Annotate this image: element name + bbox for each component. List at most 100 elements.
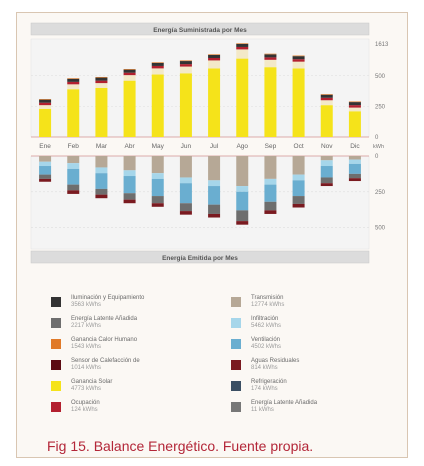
- bar-supplied-ocupación: [236, 46, 249, 50]
- bar-supplied-energía-latente-añadida: [95, 83, 108, 88]
- legend-text: Ventilación 4502 kWhs: [251, 337, 281, 351]
- bar-emitted-ventilación: [179, 183, 192, 204]
- legend-value: 5462 kWhs: [251, 323, 282, 329]
- bar-supplied-iluminación-y-equipamiento: [179, 61, 192, 65]
- bar-supplied-ocupación: [123, 72, 136, 76]
- legend-name: Aguas Residuales: [251, 358, 300, 364]
- bar-emitted-transmisión: [179, 156, 192, 178]
- bar-emitted-aguas-residuales: [67, 190, 80, 194]
- bar-supplied-iluminación-y-equipamiento: [236, 43, 249, 47]
- bar-supplied-energía-latente-añadida: [179, 66, 192, 74]
- bar-supplied-ocupación: [208, 57, 221, 61]
- bar-emitted-energía-latente-añadida: [320, 177, 333, 184]
- bar-supplied-energía-latente-añadida: [39, 105, 52, 109]
- bar-emitted-ventilación: [39, 166, 52, 175]
- bar-supplied-energía-latente-añadida: [348, 107, 361, 112]
- legend-text: Energía Latente Añadida 2217 kWhs: [71, 316, 137, 330]
- legend-text: Sensor de Calefacción de 1014 kWhs: [71, 358, 140, 372]
- bar-supplied-ganancia-calor-humano: [95, 76, 108, 78]
- y-tick-label-top: 0: [375, 135, 379, 141]
- bar-emitted-energía-latente-añadida: [123, 193, 136, 200]
- x-tick-label: Ene: [39, 143, 51, 150]
- x-tick-label: May: [152, 143, 165, 150]
- bar-supplied-ganancia-calor-humano: [292, 55, 305, 57]
- bar-supplied-ganancia-calor-humano: [208, 54, 221, 55]
- bar-emitted-ventilación: [95, 173, 108, 189]
- bar-emitted-energía-latente-añadida: [151, 196, 164, 204]
- legend-swatch: [231, 402, 241, 412]
- legend-text: Ganancia Calor Humano 1543 kWhs: [71, 337, 137, 351]
- bar-supplied-energía-latente-añadida: [292, 61, 305, 69]
- bar-supplied-ganancia-solar: [348, 111, 361, 137]
- bar-emitted-aguas-residuales: [320, 183, 333, 187]
- bar-emitted-aguas-residuales: [95, 194, 108, 199]
- bar-supplied-ocupación: [320, 97, 333, 101]
- bar-emitted-infiltración: [348, 159, 361, 164]
- bar-emitted-ventilación: [348, 163, 361, 174]
- legend-value: 4502 kWhs: [251, 344, 282, 350]
- bar-emitted-infiltración: [179, 177, 192, 184]
- legend-text: Refrigeración 174 kWhs: [251, 379, 287, 393]
- bar-emitted-ventilación: [320, 166, 333, 178]
- bar-supplied-ganancia-solar: [264, 67, 277, 137]
- unit-label: kWh: [373, 144, 384, 150]
- bar-emitted-energía-latente-añadida: [95, 188, 108, 195]
- legend-item: Sensor de Calefacción de 1014 kWhs: [51, 358, 140, 372]
- bar-emitted-ventilación: [67, 168, 80, 185]
- bar-supplied-energía-latente-añadida: [151, 68, 164, 75]
- top-chart-title: Energía Suministrada por Mes: [153, 27, 247, 34]
- legend-value: 174 kWhs: [251, 386, 278, 392]
- bar-emitted-aguas-residuales: [264, 210, 277, 214]
- bar-supplied-ganancia-solar: [95, 88, 108, 137]
- bar-emitted-transmisión: [123, 156, 136, 171]
- bar-supplied-ocupación: [292, 59, 305, 62]
- legend-swatch: [231, 360, 241, 370]
- bar-emitted-aguas-residuales: [123, 199, 136, 204]
- legend-item: Ocupación 124 kWhs: [51, 400, 100, 414]
- bar-emitted-infiltración: [292, 174, 305, 181]
- legend-text: Transmisión 12774 kWhs: [251, 295, 284, 309]
- bar-supplied-ganancia-calor-humano: [179, 60, 192, 62]
- legend-item: Infiltración 5462 kWhs: [231, 316, 281, 330]
- legend-name: Energía Latente Añadida: [71, 316, 138, 322]
- bar-supplied-energía-latente-añadida: [236, 49, 249, 59]
- figure-caption: Fig 15. Balance Energético. Fuente propi…: [47, 438, 314, 454]
- legend-item: Iluminación y Equipamiento 3563 kWhs: [51, 295, 144, 309]
- bar-emitted-infiltración: [39, 161, 52, 167]
- x-tick-label: Oct: [294, 143, 304, 150]
- bar-emitted-infiltración: [208, 180, 221, 187]
- bar-supplied-iluminación-y-equipamiento: [151, 62, 164, 66]
- legend-text: Ocupación 124 kWhs: [71, 400, 100, 414]
- bar-supplied-ocupación: [348, 105, 361, 108]
- legend-swatch: [231, 381, 241, 391]
- bar-supplied-ganancia-calor-humano: [264, 53, 277, 55]
- bar-emitted-infiltración: [320, 160, 333, 167]
- bar-emitted-ventilación: [264, 184, 277, 202]
- legend-value: 3563 kWhs: [71, 302, 102, 308]
- x-tick-label: Jun: [181, 143, 192, 150]
- legend-item: Ganancia Calor Humano 1543 kWhs: [51, 337, 137, 351]
- bar-supplied-iluminación-y-equipamiento: [208, 54, 221, 58]
- bar-supplied-ganancia-calor-humano: [320, 94, 333, 95]
- legend-value: 4773 kWhs: [71, 386, 102, 392]
- legend-swatch: [51, 360, 61, 370]
- y-tick-label-bottom: 0: [375, 154, 379, 160]
- figure-frame: Energía Suministrada por Mes Energía Emit…: [16, 12, 408, 458]
- y-tick-label-top: 1613: [375, 42, 389, 48]
- bar-supplied-ganancia-solar: [151, 74, 164, 137]
- bottom-chart-title: Energía Emitida por Mes: [162, 255, 238, 262]
- legend-name: Ganancia Calor Humano: [71, 337, 138, 343]
- legend-swatch: [51, 339, 61, 349]
- bar-supplied-ganancia-solar: [320, 105, 333, 137]
- x-tick-label: Nov: [321, 143, 333, 150]
- y-tick-label-bottom: 500: [375, 226, 386, 232]
- bar-emitted-aguas-residuales: [236, 221, 249, 225]
- bar-supplied-ocupación: [67, 81, 80, 85]
- bar-emitted-transmisión: [292, 156, 305, 175]
- legend-name: Ventilación: [251, 337, 281, 343]
- bar-supplied-iluminación-y-equipamiento: [123, 69, 136, 73]
- legend-text: Aguas Residuales 814 kWhs: [251, 358, 299, 372]
- bar-emitted-energía-latente-añadida: [67, 184, 80, 191]
- bar-supplied-ganancia-calor-humano: [123, 69, 136, 70]
- bar-supplied-energía-latente-añadida: [67, 84, 80, 90]
